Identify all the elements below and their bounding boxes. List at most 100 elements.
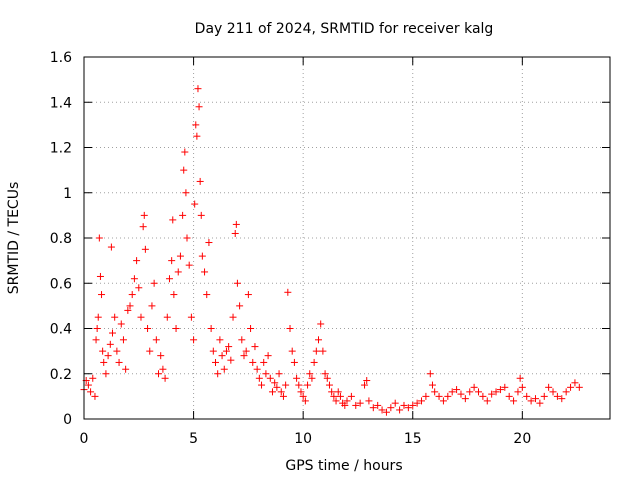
data-point (304, 381, 312, 389)
y-tick-label: 0 (63, 412, 72, 428)
data-point (238, 336, 246, 344)
data-point (130, 275, 138, 283)
data-point (365, 397, 373, 405)
data-point (286, 325, 294, 332)
data-point (92, 336, 100, 344)
data-point (330, 392, 338, 400)
data-point (536, 399, 544, 407)
data-point (115, 358, 123, 366)
data-point (426, 370, 434, 378)
data-point (492, 388, 500, 396)
data-point (553, 392, 561, 400)
data-point (378, 406, 386, 414)
data-point (195, 103, 203, 111)
data-point (264, 352, 272, 360)
data-point (514, 388, 522, 396)
data-point (332, 397, 340, 405)
data-point (275, 370, 283, 378)
data-point (119, 336, 127, 344)
data-point (310, 358, 318, 366)
data-point (96, 272, 104, 280)
data-point (374, 401, 382, 409)
data-point (531, 395, 539, 403)
data-point (139, 223, 147, 231)
data-point (387, 404, 395, 412)
x-tick-label: 0 (80, 431, 89, 447)
data-point (325, 381, 333, 389)
data-point (501, 383, 509, 391)
data-point (428, 381, 436, 389)
data-point (207, 325, 215, 332)
data-point (87, 388, 95, 396)
data-point (216, 336, 224, 344)
data-point (369, 404, 377, 412)
data-point (220, 365, 228, 373)
data-point (558, 395, 566, 403)
data-point (258, 381, 266, 389)
data-point (334, 388, 342, 396)
data-point (203, 291, 211, 299)
x-tick-label: 5 (189, 431, 198, 447)
data-point (253, 365, 261, 373)
data-point (174, 268, 182, 276)
data-point (409, 401, 417, 409)
data-point (168, 257, 176, 265)
data-point (84, 381, 92, 389)
data-point (242, 347, 250, 355)
data-point (444, 392, 452, 400)
data-point (341, 401, 349, 409)
data-point (363, 377, 371, 385)
data-point (251, 343, 259, 351)
data-point (457, 390, 465, 398)
data-point (295, 381, 303, 389)
data-point (229, 313, 237, 321)
data-point (470, 383, 478, 391)
data-point (319, 347, 327, 355)
data-point (141, 245, 149, 253)
data-point (271, 379, 279, 387)
data-point (545, 383, 553, 391)
data-point (152, 336, 160, 344)
data-point (113, 347, 121, 355)
data-point (282, 381, 290, 389)
y-tick-label: 0.8 (50, 231, 72, 247)
data-point (523, 392, 531, 400)
data-point (169, 216, 177, 224)
data-point (299, 392, 307, 400)
data-point (321, 370, 329, 378)
data-point (516, 374, 524, 382)
data-point (192, 121, 200, 129)
data-point (496, 386, 504, 394)
data-point (106, 340, 114, 348)
data-point (540, 392, 548, 400)
data-point (124, 306, 132, 314)
data-point (140, 211, 148, 219)
data-point (193, 132, 201, 140)
data-point (268, 388, 276, 396)
data-point (205, 239, 213, 247)
data-point (347, 392, 355, 400)
data-point (185, 261, 193, 269)
data-point (488, 390, 496, 398)
data-point (179, 211, 187, 219)
data-point (505, 392, 513, 400)
data-point (290, 358, 298, 366)
data-point (439, 397, 447, 405)
data-point (122, 365, 130, 373)
data-point (328, 388, 336, 396)
data-point (284, 288, 292, 296)
data-point (222, 347, 230, 355)
data-point (100, 358, 108, 366)
data-point (356, 399, 364, 407)
data-point (117, 320, 125, 328)
data-point (317, 320, 325, 328)
data-point (483, 397, 491, 405)
data-point (352, 401, 360, 409)
data-point (161, 374, 169, 382)
data-point (163, 313, 171, 321)
data-point (172, 325, 180, 332)
data-point (137, 313, 145, 321)
data-point (396, 406, 404, 414)
data-point (201, 268, 209, 276)
